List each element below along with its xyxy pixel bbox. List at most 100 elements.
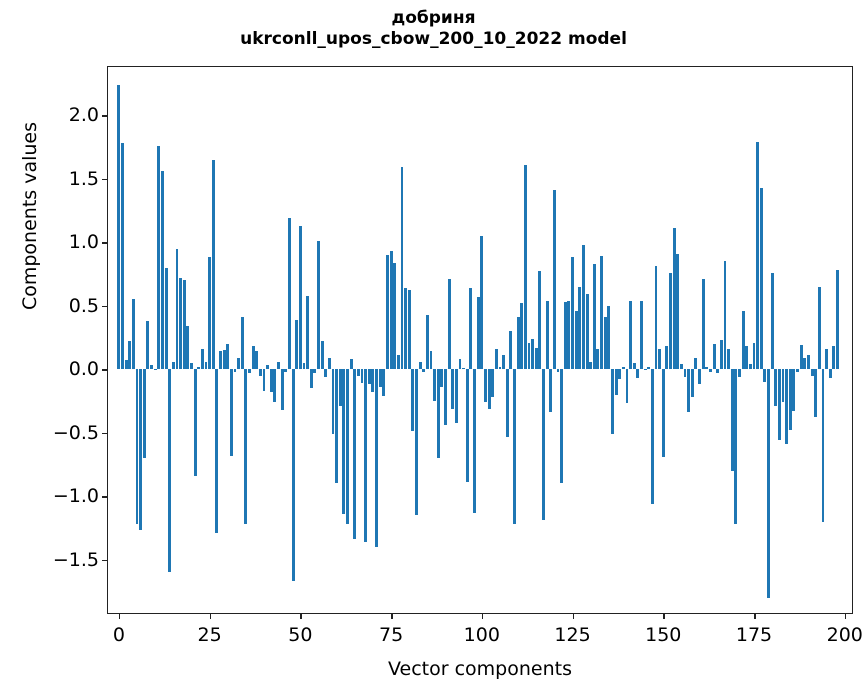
- bar: [313, 369, 317, 373]
- bar: [179, 277, 183, 370]
- bar: [578, 286, 582, 370]
- bar: [193, 369, 197, 476]
- bar: [407, 290, 411, 370]
- bar: [661, 369, 665, 457]
- y-tick-mark: [102, 242, 108, 244]
- bar: [698, 369, 701, 385]
- bar: [817, 286, 821, 370]
- bar: [560, 369, 564, 484]
- bar: [618, 369, 622, 380]
- x-tick-mark: [481, 613, 484, 619]
- bar: [567, 300, 571, 370]
- bar: [658, 348, 662, 370]
- x-tick-label: 0: [112, 624, 125, 646]
- bar: [433, 369, 437, 401]
- bar: [723, 261, 727, 370]
- chart-title-line2: ukrconll_upos_cbow_200_10_2022 model: [240, 28, 627, 49]
- bar: [483, 369, 487, 403]
- bar: [643, 369, 647, 371]
- bar: [208, 257, 212, 370]
- bar: [382, 369, 386, 396]
- bar: [215, 369, 219, 533]
- bar: [309, 369, 313, 389]
- bar: [738, 369, 741, 377]
- bar: [571, 257, 574, 370]
- bar: [709, 369, 712, 372]
- y-tick-label: 1.0: [68, 231, 99, 254]
- bar: [596, 348, 600, 370]
- x-tick-label: 125: [554, 624, 591, 646]
- bar: [716, 369, 720, 373]
- bar: [190, 362, 193, 370]
- bar: [411, 369, 415, 432]
- bar: [600, 256, 604, 370]
- bar: [719, 340, 723, 370]
- bar: [806, 355, 810, 370]
- x-tick-label: 100: [463, 624, 500, 646]
- bar: [146, 320, 150, 370]
- bar: [611, 369, 614, 434]
- bar: [792, 369, 796, 412]
- bar: [654, 266, 658, 370]
- bar: [197, 366, 201, 370]
- y-tick-label: −1.0: [52, 485, 99, 508]
- bar: [748, 364, 752, 370]
- bar: [770, 272, 774, 370]
- bar: [669, 272, 672, 370]
- bar: [335, 369, 339, 484]
- chart-title-line1: добриня: [391, 8, 476, 28]
- bar: [502, 355, 506, 370]
- bar: [614, 369, 618, 395]
- bar: [440, 369, 444, 387]
- bar: [393, 262, 397, 370]
- bar: [186, 326, 190, 370]
- bar: [694, 357, 698, 370]
- bar: [730, 369, 734, 471]
- bar: [640, 300, 643, 370]
- plot-area: [108, 67, 852, 613]
- bar: [320, 341, 324, 370]
- bar: [160, 171, 164, 370]
- bar: [338, 369, 342, 407]
- bar: [538, 271, 542, 370]
- bar: [810, 369, 814, 376]
- bar: [756, 141, 760, 370]
- bar: [454, 369, 458, 423]
- bar: [298, 225, 302, 370]
- y-tick-label: 2.0: [68, 104, 99, 127]
- bar: [444, 369, 447, 426]
- bar: [429, 351, 433, 370]
- bar: [494, 348, 498, 370]
- bar: [251, 346, 255, 370]
- bar: [767, 369, 770, 598]
- bar: [785, 369, 789, 445]
- bar: [331, 369, 335, 434]
- bar: [233, 369, 237, 372]
- bar: [465, 369, 469, 483]
- bar: [665, 346, 669, 370]
- bar: [603, 317, 607, 370]
- y-tick-mark: [102, 369, 108, 371]
- bar: [415, 369, 418, 516]
- bar: [117, 84, 121, 370]
- bar: [625, 369, 629, 404]
- bar: [135, 369, 139, 525]
- bar: [153, 369, 157, 371]
- bar: [353, 369, 357, 540]
- bar: [832, 346, 836, 370]
- bar: [498, 366, 502, 370]
- bar: [386, 254, 389, 370]
- x-tick-label: 75: [378, 624, 404, 646]
- bar: [581, 244, 585, 370]
- bar: [324, 369, 328, 377]
- bar: [327, 357, 331, 370]
- bar: [418, 361, 422, 370]
- bar: [157, 145, 161, 370]
- y-tick-mark: [102, 115, 108, 117]
- y-tick-mark: [102, 305, 108, 308]
- x-tick-mark: [209, 613, 212, 619]
- bar: [364, 369, 368, 542]
- bar: [142, 369, 146, 459]
- bar: [799, 345, 803, 370]
- bar: [741, 310, 745, 370]
